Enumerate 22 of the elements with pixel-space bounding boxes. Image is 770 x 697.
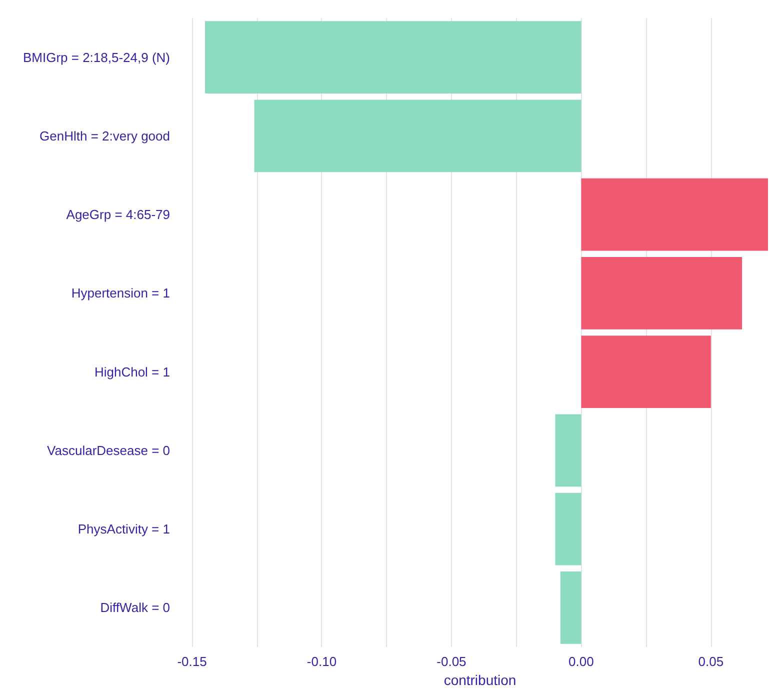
bar [560, 572, 582, 644]
y-tick-label: GenHlth = 2:very good [40, 128, 170, 144]
y-tick-label: HighChol = 1 [94, 364, 170, 380]
x-tick-label: 0.00 [568, 654, 594, 669]
bar [581, 336, 711, 408]
y-tick-label: PhysActivity = 1 [78, 522, 170, 537]
y-tick-label: DiffWalk = 0 [100, 600, 170, 616]
x-tick-label: 0.05 [698, 654, 724, 669]
x-tick-label: -0.05 [436, 654, 466, 669]
x-tick-label: -0.15 [177, 654, 207, 669]
x-tick-label: -0.10 [306, 654, 337, 669]
y-tick-label: BMIGrp = 2:18,5-24,9 (N) [22, 50, 170, 65]
bar [581, 178, 768, 251]
x-axis-title: contribution [444, 672, 516, 688]
bar [581, 257, 742, 330]
y-tick-label: VascularDesease = 0 [47, 442, 170, 458]
bar [204, 21, 582, 94]
y-tick-label: AgeGrp = 4:65-79 [66, 207, 170, 222]
bar [254, 100, 582, 172]
y-tick-label: Hypertension = 1 [71, 286, 170, 301]
bar [555, 414, 582, 487]
bar [555, 492, 582, 566]
